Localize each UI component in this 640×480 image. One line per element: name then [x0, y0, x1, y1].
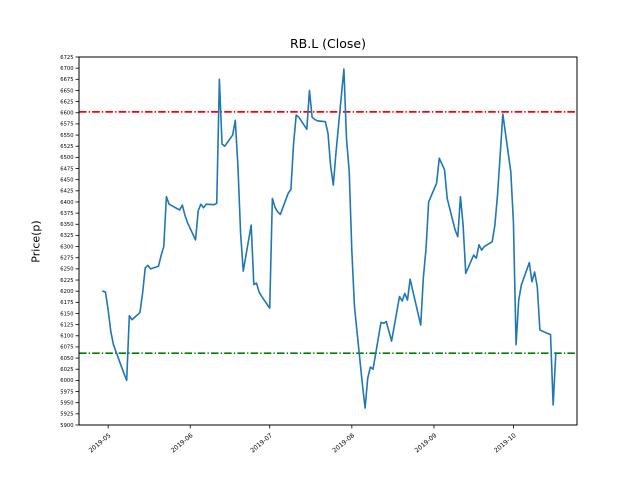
chart-title: RB.L (Close) [290, 36, 366, 51]
x-tick-label: 2019-10 [493, 432, 518, 454]
y-tick-label: 6375 [60, 211, 73, 217]
y-tick-label: 6450 [60, 177, 73, 183]
y-tick-label: 6650 [60, 88, 73, 94]
y-tick-label: 6100 [60, 334, 73, 340]
y-tick-label: 6500 [60, 155, 73, 161]
y-tick-label: 6325 [60, 233, 73, 239]
y-tick-label: 6425 [60, 189, 73, 195]
y-tick-label: 6300 [60, 244, 73, 250]
y-tick-label: 6575 [60, 122, 73, 128]
y-tick-label: 5925 [60, 412, 73, 418]
y-tick-label: 6400 [60, 200, 73, 206]
y-tick-label: 5900 [60, 423, 73, 429]
y-tick-label: 6600 [60, 111, 73, 117]
y-tick-label: 6700 [60, 66, 73, 72]
y-tick-label: 6550 [60, 133, 73, 139]
x-tick-label: 2019-05 [88, 432, 113, 454]
x-tick-label: 2019-07 [249, 432, 274, 454]
x-tick-label: 2019-08 [331, 432, 356, 454]
y-tick-label: 6150 [60, 311, 73, 317]
y-tick-label: 6725 [60, 55, 73, 61]
y-tick-label: 6225 [60, 278, 73, 284]
y-tick-label: 6350 [60, 222, 73, 228]
axes-box [78, 56, 578, 426]
y-tick-label: 6175 [60, 300, 73, 306]
price-line-close [102, 68, 557, 409]
x-tick-label: 2019-06 [170, 432, 195, 454]
y-tick-label: 6275 [60, 256, 73, 262]
y-tick-label: 6050 [60, 356, 73, 362]
y-tick-label: 6025 [60, 367, 73, 373]
y-tick-label: 6000 [60, 378, 73, 384]
y-tick-label: 6475 [60, 166, 73, 172]
y-tick-label: 6125 [60, 322, 73, 328]
x-tick-label: 2019-09 [414, 432, 439, 454]
y-tick-label: 6525 [60, 144, 73, 150]
y-tick-label: 5975 [60, 389, 73, 395]
y-tick-label: 6250 [60, 267, 73, 273]
y-tick-label: 6075 [60, 345, 73, 351]
y-tick-label: 6675 [60, 77, 73, 83]
y-tick-label: 5950 [60, 400, 73, 406]
y-tick-label: 6625 [60, 99, 73, 105]
y-tick-label: 6200 [60, 289, 73, 295]
